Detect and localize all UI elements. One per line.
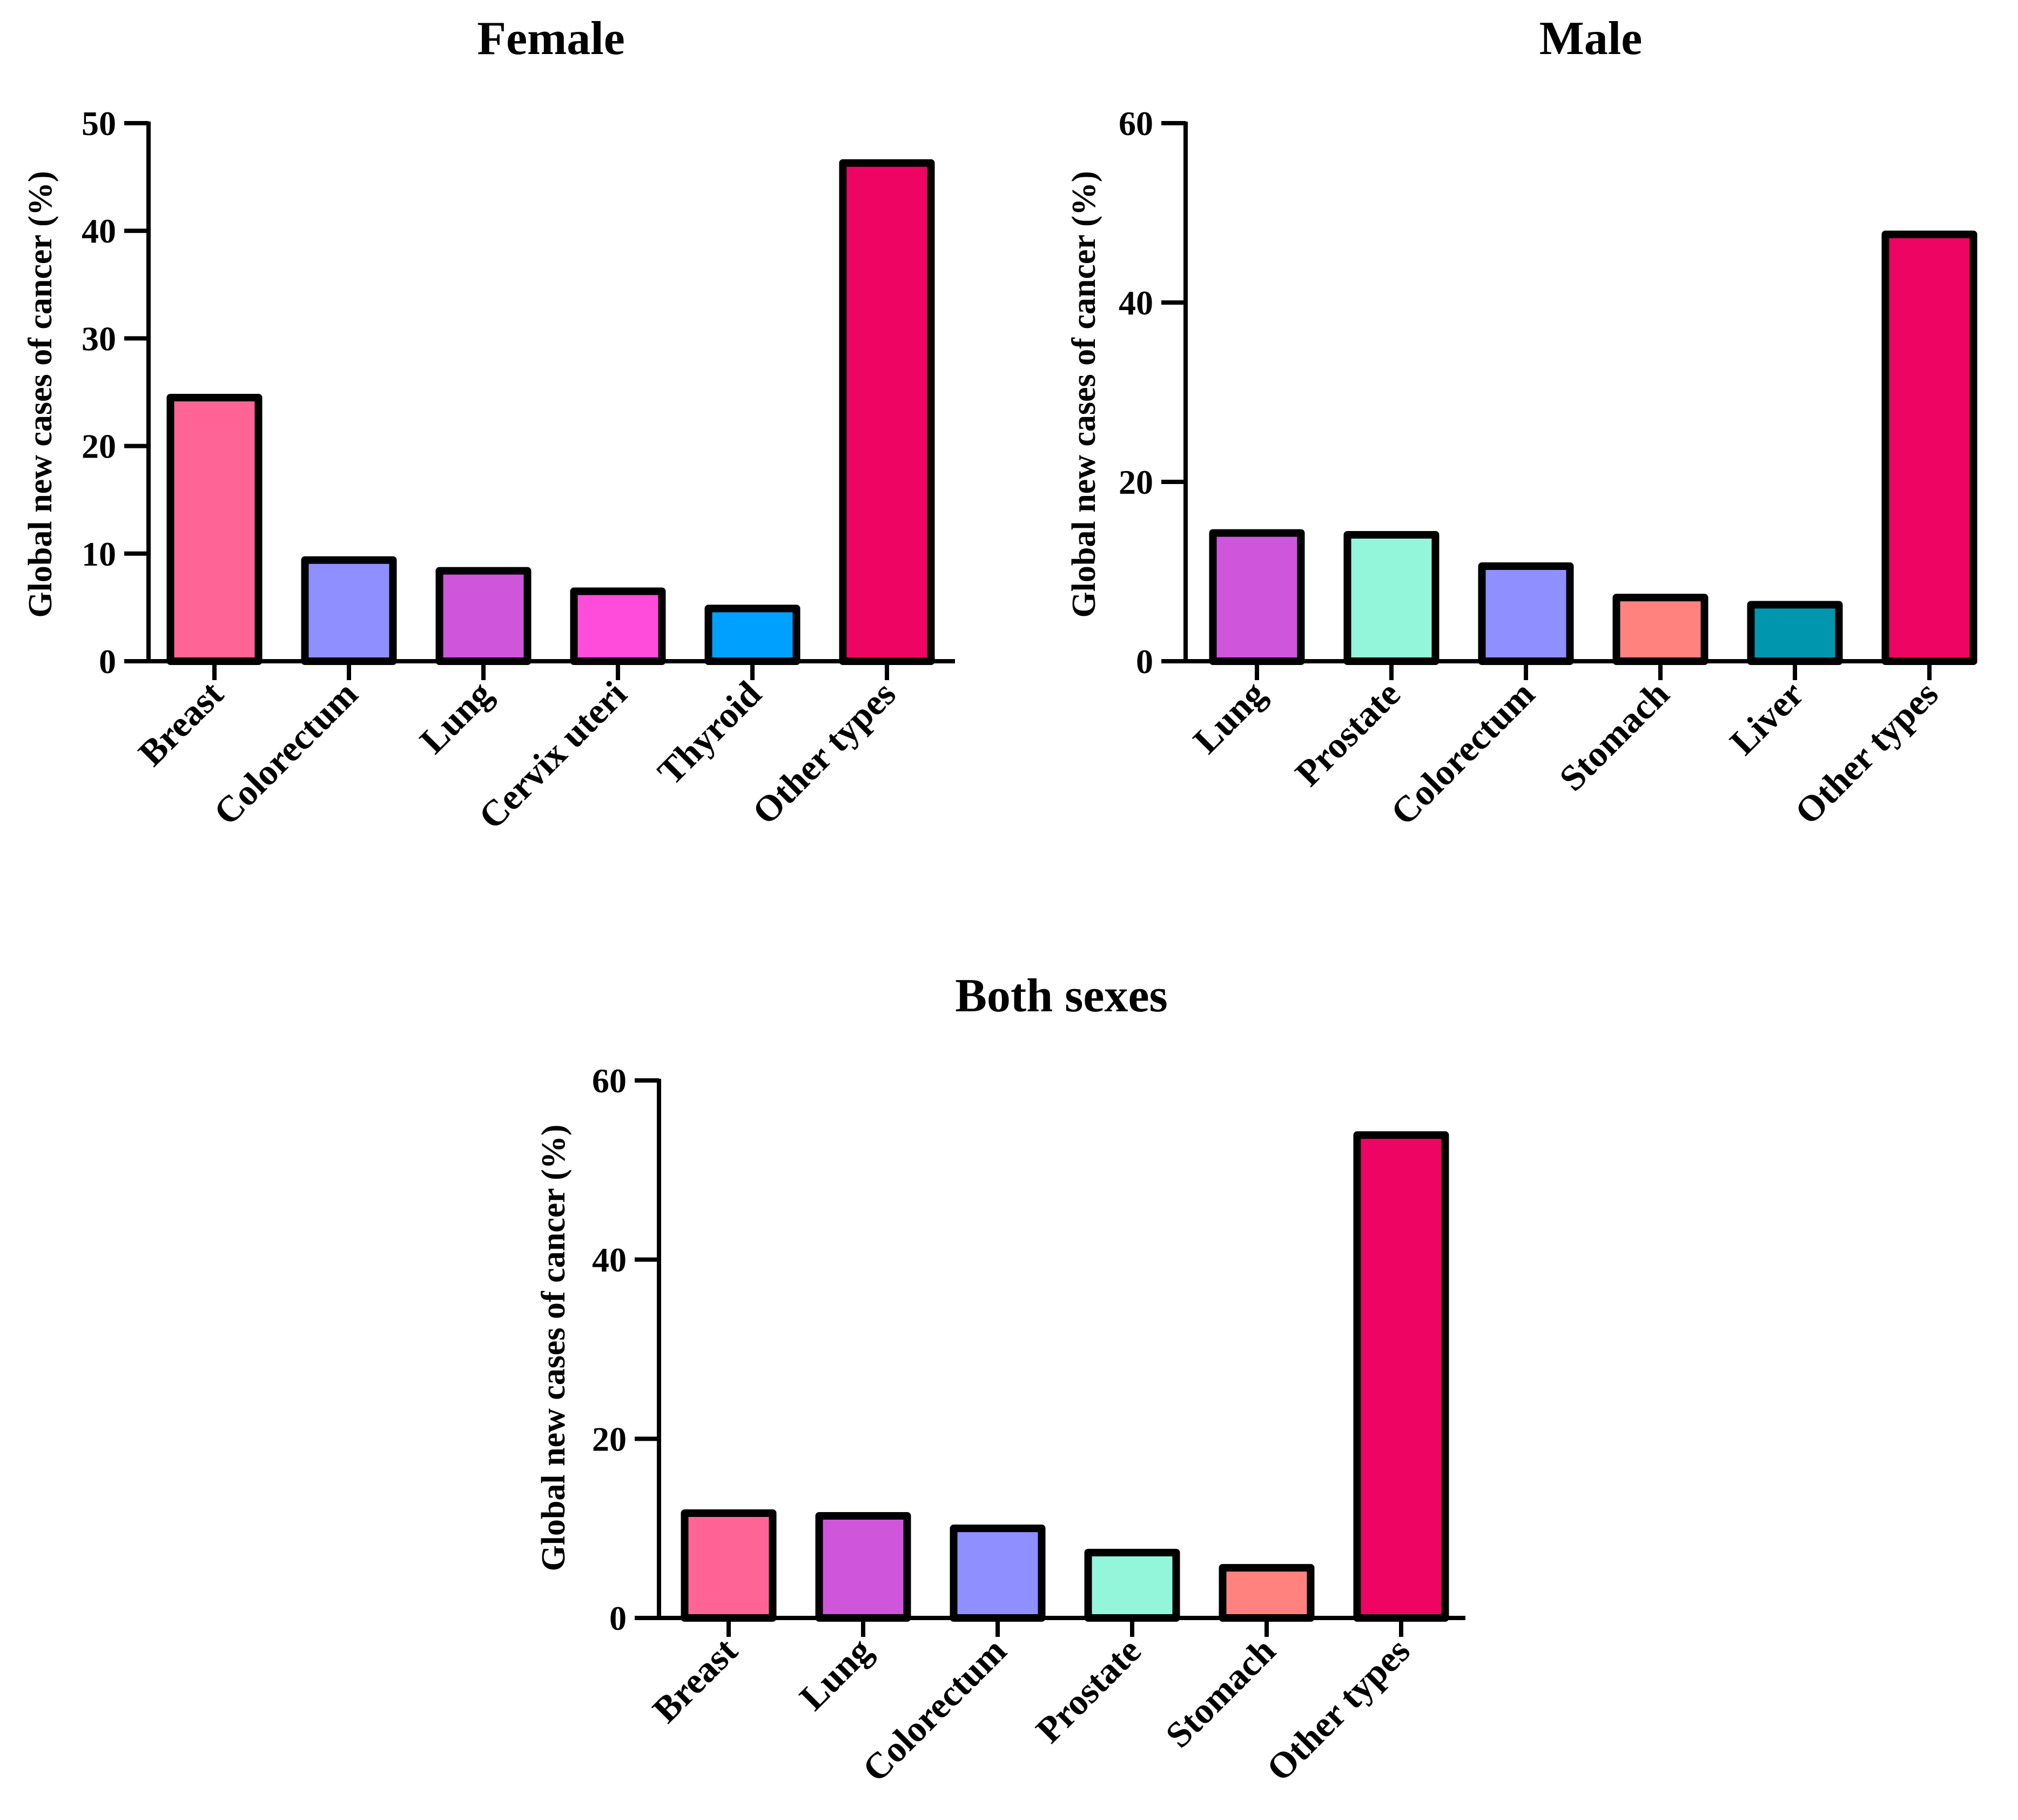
x-tick-label: Other types <box>1259 1630 1418 1789</box>
x-tick-label: Lung <box>1185 673 1273 761</box>
x-tick-label: Other types <box>744 673 904 832</box>
bar-other-types <box>839 159 935 666</box>
x-tick-label: Colorectum <box>1383 673 1543 833</box>
bar-stomach <box>1612 594 1708 666</box>
y-tick-label: 20 <box>1119 463 1153 501</box>
x-tick-label: Breast <box>644 1630 745 1731</box>
chart-male: Male Global new cases of cancer (%) 0 20 4… <box>1066 12 1977 833</box>
bar-liver <box>1747 601 1843 666</box>
bar-prostate <box>1084 1548 1180 1622</box>
bar-other-types <box>1353 1131 1449 1622</box>
x-tick-label: Liver <box>1722 673 1812 763</box>
bar-breast <box>166 393 263 666</box>
chart-title: Female <box>477 12 625 65</box>
x-tick-label: Thyroid <box>649 673 769 793</box>
chart-title: Both sexes <box>955 970 1168 1022</box>
bar-prostate <box>1343 530 1439 665</box>
x-tick-label: Stomach <box>1551 673 1677 799</box>
y-tick-label: 20 <box>82 427 116 466</box>
y-axis-label: Global new cases of cancer (%) <box>1066 171 1102 617</box>
chart-both-sexes: Both sexes Global new cases of cancer (%… <box>535 970 1465 1790</box>
x-tick-label: Lung <box>412 673 500 761</box>
bar-breast <box>681 1509 777 1622</box>
y-axis-label: Global new cases of cancer (%) <box>22 171 59 617</box>
y-tick-label: 0 <box>609 1599 627 1637</box>
y-tick-label: 0 <box>1136 642 1153 681</box>
y-tick-label: 20 <box>592 1420 627 1458</box>
bar-lung <box>1209 529 1305 665</box>
bar-stomach <box>1219 1564 1315 1622</box>
y-tick-label: 50 <box>82 104 116 143</box>
x-tick-label: Breast <box>130 673 231 774</box>
x-tick-label: Colorectum <box>855 1630 1014 1790</box>
y-tick-label: 60 <box>1119 104 1153 143</box>
x-tick-label: Stomach <box>1158 1630 1283 1756</box>
y-axis-label: Global new cases of cancer (%) <box>535 1124 572 1571</box>
y-tick-label: 40 <box>1119 284 1153 322</box>
y-tick-label: 30 <box>82 319 116 358</box>
bar-other-types <box>1881 230 1977 665</box>
y-tick-label: 60 <box>592 1062 627 1100</box>
y-tick-label: 40 <box>592 1241 627 1279</box>
x-tick-label: Colorectum <box>206 673 366 833</box>
chart-title: Male <box>1539 12 1643 65</box>
bar-colorectum <box>950 1524 1046 1622</box>
y-tick-label: 10 <box>82 535 116 573</box>
x-tick-label: Prostate <box>1028 1630 1149 1751</box>
bar-colorectum <box>1478 562 1574 666</box>
bar-lung <box>815 1512 911 1622</box>
bar-cervix-uteri <box>570 587 666 666</box>
bar-thyroid <box>704 605 801 665</box>
y-tick-label: 0 <box>99 642 116 681</box>
bar-lung <box>435 567 532 665</box>
x-tick-label: Other types <box>1787 673 1946 832</box>
x-tick-label: Prostate <box>1287 673 1408 794</box>
x-tick-label: Lung <box>791 1630 879 1718</box>
y-tick-label: 40 <box>82 212 116 250</box>
bar-colorectum <box>301 556 397 665</box>
chart-female: Female Global new cases of cancer (%) 0 1… <box>22 12 955 837</box>
